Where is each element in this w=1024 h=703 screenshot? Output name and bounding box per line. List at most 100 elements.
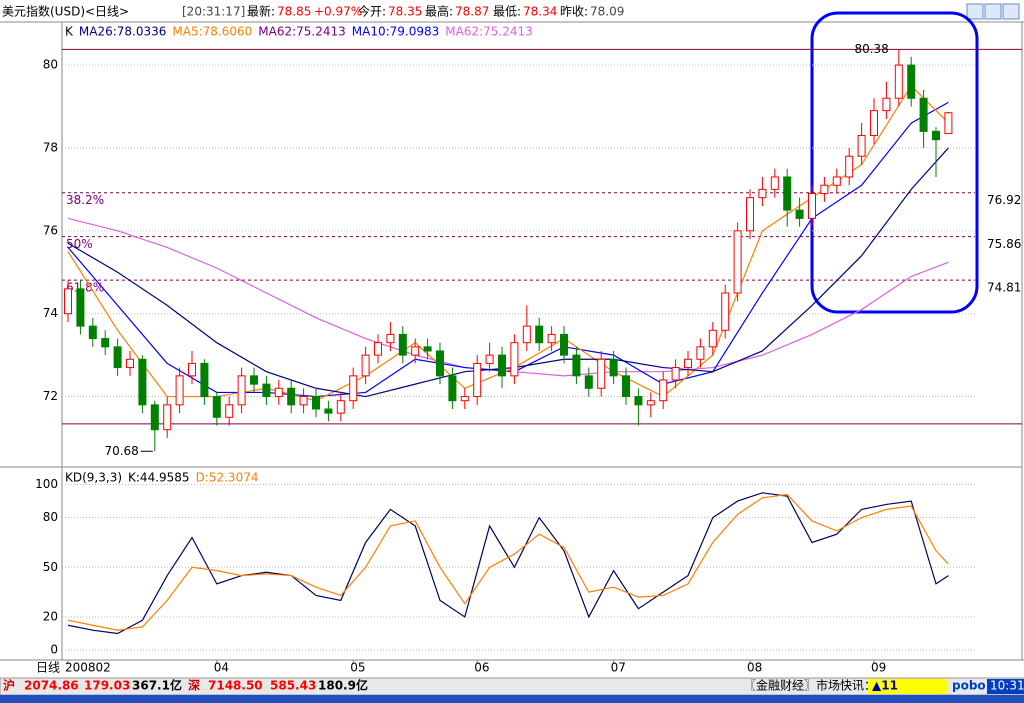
fib-label: 61.8%	[66, 281, 104, 295]
legend-entry: K	[65, 25, 74, 39]
candle-body	[746, 197, 754, 232]
y-tick-label: 74	[43, 306, 58, 320]
candle-body	[299, 396, 308, 406]
candle-body	[919, 97, 928, 132]
candle-body	[795, 209, 804, 219]
turnover: 180.9亿	[318, 678, 368, 693]
candle-body	[857, 135, 866, 157]
period-label: 日线	[36, 661, 60, 675]
y-tick-label: 80	[43, 58, 58, 72]
x-tick-label: 05	[350, 661, 365, 675]
candle-body	[721, 292, 730, 331]
legend-entry: MA62:75.2413	[445, 25, 533, 39]
legend-entry: MA62:75.2413	[258, 25, 346, 39]
legend-entry: KD(9,3,3)	[65, 471, 122, 485]
quote-label: 昨收:	[560, 5, 588, 19]
y-tick-label: 80	[43, 510, 58, 524]
candle-body	[584, 375, 593, 389]
fib-label: 38.2%	[66, 193, 104, 207]
candle-body	[696, 346, 705, 360]
quote-change: +0.97%	[314, 5, 362, 19]
y-tick-label: 78	[43, 140, 58, 154]
candle-body	[448, 375, 457, 402]
index-change: 179.03	[84, 679, 130, 693]
y-tick-label: 100	[35, 477, 58, 491]
candle-body	[312, 396, 320, 410]
quote-value: 78.09	[590, 5, 624, 19]
candle-body	[349, 375, 358, 402]
market-label: 深	[188, 678, 200, 693]
alert[interactable]: ▲11	[872, 679, 898, 693]
candle-body	[473, 362, 482, 398]
x-tick-label: 09	[871, 661, 886, 675]
candle-body	[237, 375, 246, 406]
candle-body	[634, 396, 643, 406]
quote-value: 78.35	[388, 5, 422, 19]
window-buttons[interactable]	[966, 3, 1020, 20]
index-value: 2074.86	[24, 679, 79, 693]
candle-body	[894, 64, 903, 99]
candle-body	[671, 367, 680, 381]
candle-body	[832, 176, 841, 186]
x-tick-label: 08	[747, 661, 762, 675]
index-value: 7148.50	[208, 679, 263, 693]
candle-body	[758, 188, 767, 199]
prev-button[interactable]	[966, 3, 984, 20]
candle-body	[547, 333, 556, 344]
candle-body	[324, 408, 333, 414]
candle-body	[535, 325, 544, 344]
clock-box	[987, 679, 1024, 694]
candle-body	[597, 358, 606, 389]
candle-body	[944, 112, 953, 134]
quote-value: 78.34	[523, 5, 557, 19]
candle-body	[76, 288, 85, 327]
market-label: 沪	[3, 678, 15, 693]
taskbar	[0, 695, 1024, 703]
candle-body	[436, 350, 444, 377]
fib-value: 76.92	[987, 193, 1021, 207]
candle-body	[411, 346, 420, 356]
clock: [20:31:17]	[182, 5, 245, 19]
alert-box	[868, 679, 948, 694]
news-ticker[interactable]: 〖金融财经〗市场快讯：	[744, 678, 876, 693]
candle-body	[113, 346, 122, 369]
candle-body	[572, 354, 581, 377]
highlight-box	[810, 11, 979, 314]
candle-body	[932, 130, 940, 141]
candle-body	[287, 387, 296, 406]
y-tick-label: 76	[43, 223, 58, 237]
candle-body	[336, 400, 345, 414]
candle-body	[163, 404, 172, 431]
candle-body	[609, 358, 618, 377]
candle-body	[907, 64, 916, 99]
candle-body	[262, 383, 271, 398]
next-button[interactable]	[984, 3, 1002, 20]
candle-body	[386, 333, 395, 344]
high-annotation: 80.38	[854, 42, 888, 56]
quote-value: 78.87	[455, 5, 489, 19]
x-tick-label: 04	[214, 661, 229, 675]
candle-body	[498, 354, 506, 377]
candle-body	[560, 333, 568, 356]
candle-body	[622, 375, 630, 398]
candle-body	[733, 230, 742, 294]
candle-body	[485, 354, 494, 364]
candle-body	[820, 184, 829, 195]
candle-body	[175, 375, 184, 406]
candle-body	[808, 193, 816, 219]
candle-body	[250, 375, 258, 385]
candle-body	[870, 110, 878, 137]
fib-value: 74.81	[987, 281, 1021, 295]
candle-body	[374, 342, 382, 356]
quote-label: 最低:	[493, 5, 521, 19]
instrument-title: 美元指数(USD)<日线>	[2, 4, 129, 19]
candle-body	[882, 97, 891, 112]
low-annotation: 70.68	[104, 444, 138, 458]
restore-button[interactable]	[1002, 3, 1020, 20]
legend-entry: D:52.3074	[196, 471, 259, 485]
turnover: 367.1亿	[132, 678, 182, 693]
legend-entry: MA10:79.0983	[352, 25, 440, 39]
clock: 10:31	[990, 679, 1024, 693]
candle-body	[274, 387, 283, 398]
